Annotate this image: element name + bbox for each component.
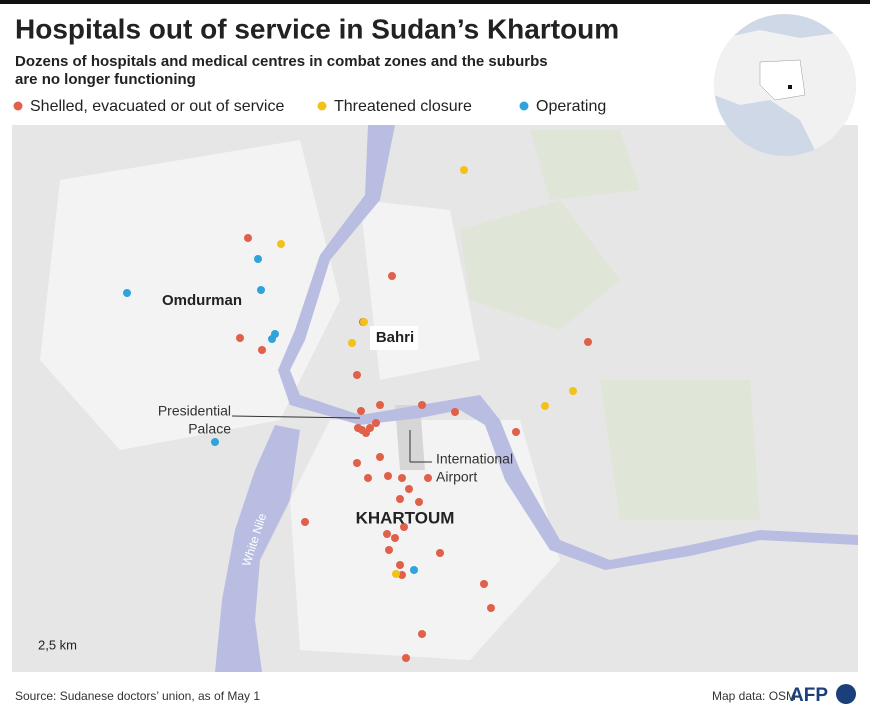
hospital-marker <box>364 474 372 482</box>
hospital-marker <box>384 472 392 480</box>
hospital-marker <box>512 428 520 436</box>
place-label: Omdurman <box>162 292 242 309</box>
map: Omdurman Bahri KHARTOUM Presidential Pal… <box>12 125 858 672</box>
hospital-marker <box>396 495 404 503</box>
hospital-marker <box>211 438 219 446</box>
place-label: KHARTOUM <box>356 508 455 527</box>
hospital-marker <box>277 240 285 248</box>
hospital-marker <box>410 566 418 574</box>
legend: Shelled, evacuated or out of service Thre… <box>13 98 606 115</box>
globe-marker <box>788 85 792 89</box>
hospital-marker <box>405 485 413 493</box>
river-white-nile <box>215 425 300 672</box>
hospital-marker <box>385 546 393 554</box>
hospital-marker <box>424 474 432 482</box>
hospital-marker <box>123 289 131 297</box>
hospital-marker <box>376 453 384 461</box>
green-area <box>530 130 640 200</box>
hospital-marker <box>354 424 362 432</box>
legend-swatch <box>13 101 23 111</box>
hospital-marker <box>362 429 370 437</box>
green-area <box>460 200 620 330</box>
subtitle: Dozens of hospitals and medical centres … <box>15 53 548 70</box>
legend-label: Shelled, evacuated or out of service <box>30 98 284 115</box>
hospital-marker <box>372 419 380 427</box>
legend-label: Operating <box>536 98 606 115</box>
hospital-marker <box>391 534 399 542</box>
urban-area <box>290 420 560 660</box>
hospital-marker <box>353 459 361 467</box>
hospital-marker <box>268 335 276 343</box>
hospital-marker <box>258 346 266 354</box>
hospital-marker <box>584 338 592 346</box>
hospital-marker <box>398 474 406 482</box>
hospital-marker <box>418 401 426 409</box>
top-bar <box>0 0 870 4</box>
source: Source: Sudanese doctors’ union, as of M… <box>15 689 260 703</box>
place-label: Presidential <box>158 403 231 419</box>
hospital-marker <box>396 561 404 569</box>
hospital-marker <box>480 580 488 588</box>
subtitle: are no longer functioning <box>15 71 196 88</box>
green-area <box>600 380 760 520</box>
hospital-marker <box>451 408 459 416</box>
hospital-marker <box>257 286 265 294</box>
urban-area <box>40 140 340 450</box>
logo: AFP <box>790 685 828 706</box>
hospital-marker <box>392 570 400 578</box>
place-label: Bahri <box>376 329 414 346</box>
logo-mark <box>836 684 856 704</box>
place-label: Airport <box>436 469 477 485</box>
hospital-marker <box>487 604 495 612</box>
hospital-marker <box>418 630 426 638</box>
hospital-marker <box>569 387 577 395</box>
hospital-marker <box>436 549 444 557</box>
place-label: Palace <box>188 421 231 437</box>
legend-swatch <box>317 101 327 111</box>
hospital-marker <box>244 234 252 242</box>
hospital-marker <box>460 166 468 174</box>
hospital-marker <box>400 523 408 531</box>
globe-sudan <box>759 59 806 101</box>
hospital-marker <box>360 318 368 326</box>
hospital-marker <box>376 401 384 409</box>
hospital-marker <box>236 334 244 342</box>
legend-swatch <box>519 101 529 111</box>
hospital-marker <box>383 530 391 538</box>
hospital-marker <box>402 654 410 662</box>
hospital-marker <box>357 407 365 415</box>
hospital-marker <box>301 518 309 526</box>
hospital-marker <box>388 272 396 280</box>
hospital-marker <box>398 571 406 579</box>
globe <box>714 14 856 156</box>
hospital-marker <box>348 339 356 347</box>
leader-line <box>231 415 361 419</box>
hospital-marker <box>254 255 262 263</box>
place-label: International <box>436 451 513 467</box>
hospital-marker <box>541 402 549 410</box>
hospital-marker <box>353 371 361 379</box>
hospital-marker <box>415 498 423 506</box>
label-box <box>370 326 418 350</box>
legend-label: Threatened closure <box>334 98 472 115</box>
scale-label: 2,5 km <box>38 637 77 652</box>
map-credit: Map data: OSM <box>712 689 796 703</box>
title: Hospitals out of service in Sudan’s Khar… <box>15 13 619 44</box>
